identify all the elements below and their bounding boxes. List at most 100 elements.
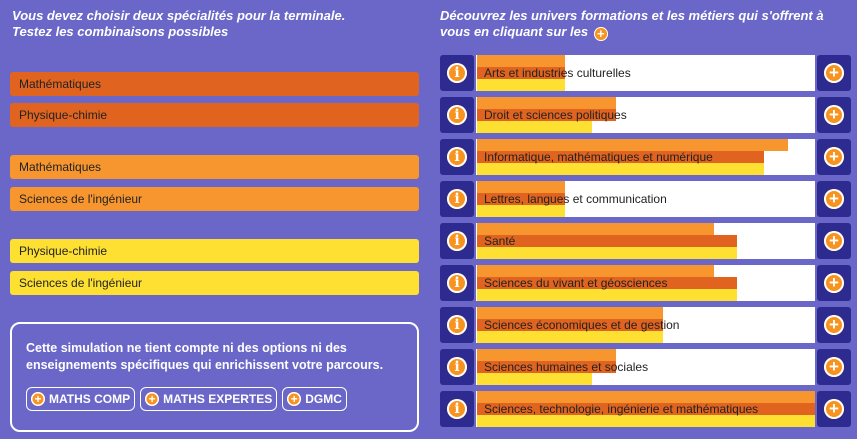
info-icon: i bbox=[447, 273, 467, 293]
plus-icon: + bbox=[824, 315, 844, 335]
plus-icon: + bbox=[287, 392, 302, 406]
universe-bar: Arts et industries culturelles bbox=[476, 55, 815, 91]
info-icon: i bbox=[447, 105, 467, 125]
simulation-note-text: Cette simulation ne tient compte ni des … bbox=[26, 341, 384, 372]
universe-label: Droit et sciences politiques bbox=[484, 108, 627, 122]
info-icon: i bbox=[447, 231, 467, 251]
info-icon: i bbox=[447, 357, 467, 377]
combo3-level-bar bbox=[477, 373, 592, 385]
universe-row: i Sciences humaines et sociales + bbox=[440, 349, 851, 385]
combo3-level-bar bbox=[477, 331, 663, 343]
universe-row: i Informatique, mathématiques et numériqu… bbox=[440, 139, 851, 175]
left-heading: Vous devez choisir deux spécialités pour… bbox=[12, 8, 422, 40]
left-heading-line2: Testez les combinaisons possibles bbox=[12, 24, 229, 39]
universe-row: i Sciences, technologie, ingénierie et ma… bbox=[440, 391, 851, 427]
combo1-level-bar bbox=[477, 265, 714, 277]
universe-bar: Sciences, technologie, ingénierie et mat… bbox=[476, 391, 815, 427]
combo2-level-bar bbox=[477, 67, 565, 79]
combo2-level-bar bbox=[477, 403, 815, 415]
info-button[interactable]: i bbox=[440, 97, 474, 133]
combo2-level-bar bbox=[477, 361, 616, 373]
combo2-level-bar bbox=[477, 193, 565, 205]
universe-row: i Droit et sciences politiques + bbox=[440, 97, 851, 133]
info-button[interactable]: i bbox=[440, 307, 474, 343]
info-button[interactable]: i bbox=[440, 265, 474, 301]
universe-bar: Droit et sciences politiques bbox=[476, 97, 815, 133]
option-label: MATHS EXPERTES bbox=[163, 391, 273, 406]
plus-icon: + bbox=[824, 105, 844, 125]
combo2-level-bar bbox=[477, 235, 737, 247]
info-icon: i bbox=[447, 189, 467, 209]
combo3-level-bar bbox=[477, 247, 737, 259]
combo1-level-bar bbox=[477, 307, 663, 319]
specialities-panel: Vous devez choisir deux spécialités pour… bbox=[10, 8, 422, 432]
universe-bar: Lettres, langues et communication bbox=[476, 181, 815, 217]
option-maths-expertes-button[interactable]: + MATHS EXPERTES bbox=[140, 387, 278, 411]
plus-icon: + bbox=[31, 392, 45, 406]
info-icon: i bbox=[447, 63, 467, 83]
combo2-spec-a[interactable]: Mathématiques bbox=[10, 155, 419, 179]
combo3-spec-b[interactable]: Sciences de l'ingénieur bbox=[10, 271, 419, 295]
combo2-spec-b[interactable]: Sciences de l'ingénieur bbox=[10, 187, 419, 211]
simulation-note-box: Cette simulation ne tient compte ni des … bbox=[10, 322, 419, 432]
combo2-level-bar bbox=[477, 277, 737, 289]
combo1-spec-a[interactable]: Mathématiques bbox=[10, 72, 419, 96]
universe-label: Informatique, mathématiques et numérique bbox=[484, 150, 713, 164]
combo1-level-bar bbox=[477, 223, 714, 235]
right-heading: Découvrez les univers formations et les … bbox=[440, 8, 850, 41]
left-heading-line1: Vous devez choisir deux spécialités pour… bbox=[12, 8, 346, 23]
plus-icon: + bbox=[824, 147, 844, 167]
option-label: MATHS COMP bbox=[49, 391, 131, 406]
plus-icon: + bbox=[824, 189, 844, 209]
combo3-level-bar bbox=[477, 121, 592, 133]
universe-row: i Lettres, langues et communication + bbox=[440, 181, 851, 217]
universe-label: Sciences, technologie, ingénierie et mat… bbox=[484, 402, 759, 416]
combo1-level-bar bbox=[477, 97, 616, 109]
info-button[interactable]: i bbox=[440, 391, 474, 427]
combo3-level-bar bbox=[477, 289, 737, 301]
universes-panel: Découvrez les univers formations et les … bbox=[430, 0, 857, 439]
plus-button[interactable]: + bbox=[817, 181, 851, 217]
combo3-spec-a[interactable]: Physique-chimie bbox=[10, 239, 419, 263]
combo2-level-bar bbox=[477, 319, 663, 331]
info-button[interactable]: i bbox=[440, 181, 474, 217]
combo3-level-bar bbox=[477, 205, 565, 217]
plus-button[interactable]: + bbox=[817, 139, 851, 175]
combo2-level-bar bbox=[477, 109, 616, 121]
combo1-level-bar bbox=[477, 55, 565, 67]
info-button[interactable]: i bbox=[440, 139, 474, 175]
plus-button[interactable]: + bbox=[817, 349, 851, 385]
combo3-level-bar bbox=[477, 415, 815, 427]
universe-label: Sciences humaines et sociales bbox=[484, 360, 649, 374]
option-dgmc-button[interactable]: + DGMC bbox=[282, 387, 347, 411]
plus-icon: + bbox=[593, 27, 608, 41]
plus-button[interactable]: + bbox=[817, 97, 851, 133]
option-maths-comp-button[interactable]: + MATHS COMP bbox=[26, 387, 136, 411]
universe-label: Lettres, langues et communication bbox=[484, 192, 667, 206]
info-button[interactable]: i bbox=[440, 55, 474, 91]
universe-row: i Santé + bbox=[440, 223, 851, 259]
plus-button[interactable]: + bbox=[817, 307, 851, 343]
plus-button[interactable]: + bbox=[817, 265, 851, 301]
combo2-level-bar bbox=[477, 151, 764, 163]
combo3-level-bar bbox=[477, 79, 565, 91]
universe-row: i Arts et industries culturelles + bbox=[440, 55, 851, 91]
plus-button[interactable]: + bbox=[817, 55, 851, 91]
combo3-level-bar bbox=[477, 163, 764, 175]
universe-label: Sciences du vivant et géosciences bbox=[484, 276, 668, 290]
plus-button[interactable]: + bbox=[817, 391, 851, 427]
combo1-level-bar bbox=[477, 391, 815, 403]
plus-icon: + bbox=[145, 392, 160, 406]
plus-icon: + bbox=[824, 231, 844, 251]
combo1-spec-b[interactable]: Physique-chimie bbox=[10, 103, 419, 127]
options-row: + MATHS COMP + MATHS EXPERTES + DGMC bbox=[26, 387, 347, 411]
plus-icon: + bbox=[824, 399, 844, 419]
universe-bar: Sciences du vivant et géosciences bbox=[476, 265, 815, 301]
plus-icon: + bbox=[824, 63, 844, 83]
plus-button[interactable]: + bbox=[817, 223, 851, 259]
info-button[interactable]: i bbox=[440, 223, 474, 259]
combo1-level-bar bbox=[477, 349, 616, 361]
universe-label: Arts et industries culturelles bbox=[484, 66, 631, 80]
info-button[interactable]: i bbox=[440, 349, 474, 385]
info-icon: i bbox=[447, 315, 467, 335]
